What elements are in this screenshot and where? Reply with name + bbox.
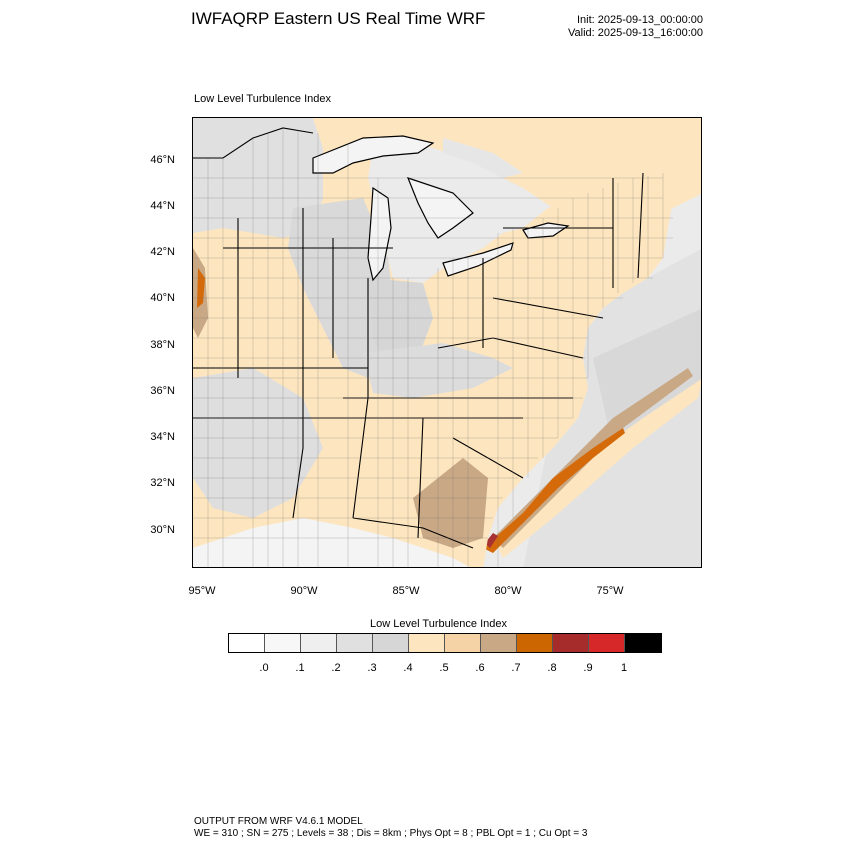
- atlantic-orange-band: [483, 428, 625, 553]
- lon-label-95: 95°W: [188, 585, 216, 597]
- lat-label-38: 38°N: [150, 339, 175, 351]
- canada-land: [193, 118, 701, 223]
- legend-tick-label: .4: [403, 662, 413, 674]
- indiana-gray: [368, 278, 433, 368]
- legend-swatch: [445, 634, 481, 652]
- legend-tick-label: .3: [367, 662, 377, 674]
- lat-label-42: 42°N: [150, 246, 175, 258]
- map-frame: [192, 117, 702, 568]
- lake-huron: [406, 177, 474, 239]
- init-time-label: Init: 2025-09-13_00:00:00: [577, 14, 703, 26]
- legend-tick-label: .6: [475, 662, 485, 674]
- midwest-gray: [288, 198, 393, 378]
- legend-swatch: [301, 634, 337, 652]
- legend-swatch: [589, 634, 625, 652]
- map-subtitle: Low Level Turbulence Index: [194, 93, 331, 105]
- atlantic-tan-band: [493, 379, 701, 558]
- lat-label-44: 44°N: [150, 200, 175, 212]
- valid-time-label: Valid: 2025-09-13_16:00:00: [568, 27, 703, 39]
- turbulence-map: [193, 118, 701, 567]
- lon-label-80: 80°W: [494, 585, 522, 597]
- lat-label-34: 34°N: [150, 431, 175, 443]
- legend-tick-label: .5: [439, 662, 449, 674]
- lat-label-40: 40°N: [150, 292, 175, 304]
- atlantic-red-spot: [485, 533, 498, 548]
- legend-tick-label: .1: [295, 662, 305, 674]
- lake-erie: [442, 242, 514, 277]
- legend-swatch: [229, 634, 265, 652]
- footer-model-line: OUTPUT FROM WRF V4.6.1 MODEL: [194, 816, 363, 827]
- gulf-of-mexico: [193, 518, 470, 567]
- georgia-tan: [413, 458, 488, 548]
- lat-label-30: 30°N: [150, 524, 175, 536]
- atlantic-light-band: [593, 308, 701, 448]
- lon-label-75: 75°W: [596, 585, 624, 597]
- legend-swatch: [373, 634, 409, 652]
- legend-tick-label: .2: [331, 662, 341, 674]
- legend-swatch: [517, 634, 553, 652]
- legend-tick-label: .8: [547, 662, 557, 674]
- lat-label-46: 46°N: [150, 154, 175, 166]
- legend-swatch: [625, 634, 661, 652]
- southern-gray: [193, 368, 323, 518]
- main-title: IWFAQRP Eastern US Real Time WRF: [191, 9, 486, 28]
- lon-label-85: 85°W: [392, 585, 420, 597]
- legend-swatch: [553, 634, 589, 652]
- lake-superior: [312, 135, 435, 174]
- canada-gray-patches: [443, 138, 523, 178]
- legend-swatch: [409, 634, 445, 652]
- color-legend-bar: [228, 633, 662, 653]
- lake-ontario: [522, 222, 570, 239]
- footer-config-line: WE = 310 ; SN = 275 ; Levels = 38 ; Dis …: [194, 828, 588, 839]
- legend-tick-label: .9: [583, 662, 593, 674]
- legend-title: Low Level Turbulence Index: [370, 618, 507, 630]
- lat-label-36: 36°N: [150, 385, 175, 397]
- lat-label-32: 32°N: [150, 477, 175, 489]
- legend-swatch: [265, 634, 301, 652]
- county-grid: [193, 128, 673, 567]
- legend-tick-label: .7: [511, 662, 521, 674]
- legend-swatch: [481, 634, 517, 652]
- legend-tick-label: .0: [259, 662, 269, 674]
- legend-tick-label: 1: [620, 662, 628, 674]
- legend-swatch: [337, 634, 373, 652]
- lon-label-90: 90°W: [290, 585, 318, 597]
